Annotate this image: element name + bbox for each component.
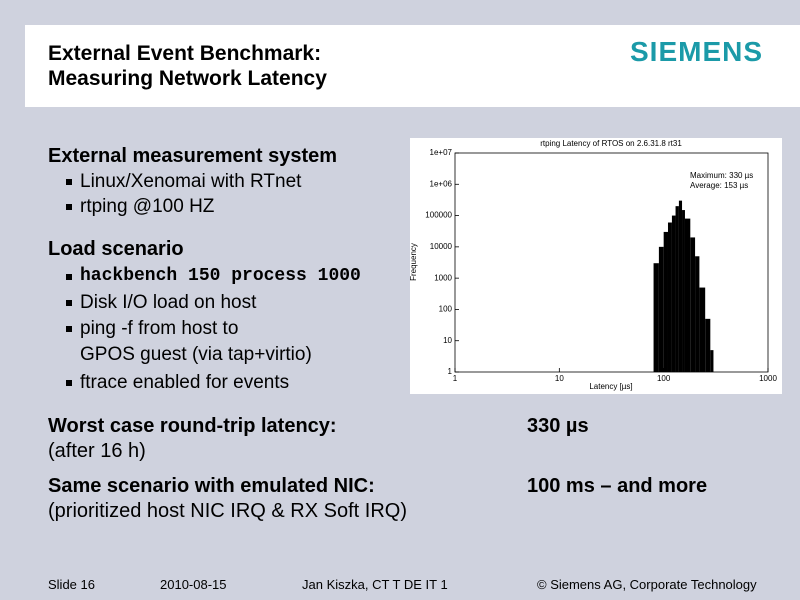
annotation: Average: 153 µs xyxy=(690,181,748,190)
bullet: Linux/Xenomai with RTnet xyxy=(65,171,302,192)
y-tick-label: 10 xyxy=(443,336,452,345)
header-band xyxy=(25,25,800,107)
bar xyxy=(710,350,714,372)
footer-copyright: © Siemens AG, Corporate Technology xyxy=(537,577,757,592)
bullet: ftrace enabled for events xyxy=(65,372,290,393)
bar xyxy=(678,200,683,372)
result-value: 330 µs xyxy=(527,415,589,437)
result-label: Worst case round-trip latency: xyxy=(48,415,337,437)
bar xyxy=(705,318,711,372)
bar xyxy=(658,246,664,372)
chart-background xyxy=(410,138,782,394)
x-tick-label: 1 xyxy=(453,374,458,383)
plot-frame xyxy=(454,152,769,373)
x-tick-label: 100 xyxy=(657,374,671,383)
y-tick-label: 100000 xyxy=(425,211,452,220)
bar xyxy=(684,218,691,372)
result-note: (after 16 h) xyxy=(48,440,146,462)
result-value: 100 ms – and more xyxy=(527,475,708,497)
y-tick-label: 10000 xyxy=(430,242,453,251)
annotation: Maximum: 330 µs xyxy=(690,171,753,180)
y-tick-label: 1e+07 xyxy=(430,148,453,157)
x-axis-label: Latency [µs] xyxy=(589,382,632,391)
y-axis-label: Frequency xyxy=(410,243,418,281)
bar xyxy=(695,256,700,372)
y-tick-label: 1 xyxy=(448,367,453,376)
bar xyxy=(663,231,668,372)
bar xyxy=(682,210,685,372)
bullet-continuation: GPOS guest (via tap+virtio) xyxy=(80,344,312,365)
chart-title: rtping Latency of RTOS on 2.6.31.8 rt31 xyxy=(540,139,682,148)
slide-title: External Event Benchmark: xyxy=(48,42,322,65)
bar xyxy=(653,263,659,372)
bullet: Disk I/O load on host xyxy=(65,292,257,313)
footer-slide: Slide 16 xyxy=(48,577,95,592)
y-tick-label: 100 xyxy=(439,305,453,314)
chart: rtping Latency of RTOS on 2.6.31.8 rt31 … xyxy=(410,138,782,394)
result-note: (prioritized host NIC IRQ & RX Soft IRQ) xyxy=(48,500,407,522)
section-heading: Load scenario xyxy=(48,238,184,260)
y-tick-label: 1e+06 xyxy=(430,179,453,188)
x-tick-label: 10 xyxy=(555,374,564,383)
bar xyxy=(671,215,676,372)
footer-author: Jan Kiszka, CT T DE IT 1 xyxy=(302,577,448,592)
logo: SIEMENS xyxy=(630,36,764,67)
result-label: Same scenario with emulated NIC: xyxy=(48,475,375,497)
footer-date: 2010-08-15 xyxy=(160,577,227,592)
bar xyxy=(699,287,706,372)
bullet: rtping @100 HZ xyxy=(65,196,215,217)
slide-title: Measuring Network Latency xyxy=(48,67,327,90)
y-tick-label: 1000 xyxy=(434,273,452,282)
bullet: ping -f from host to xyxy=(65,318,239,339)
bar xyxy=(667,222,672,372)
bar xyxy=(690,237,696,372)
x-tick-label: 1000 xyxy=(759,374,777,383)
bar xyxy=(675,206,679,372)
bullet: hackbench 150 process 1000 xyxy=(66,266,361,286)
section-heading: External measurement system xyxy=(48,145,338,167)
